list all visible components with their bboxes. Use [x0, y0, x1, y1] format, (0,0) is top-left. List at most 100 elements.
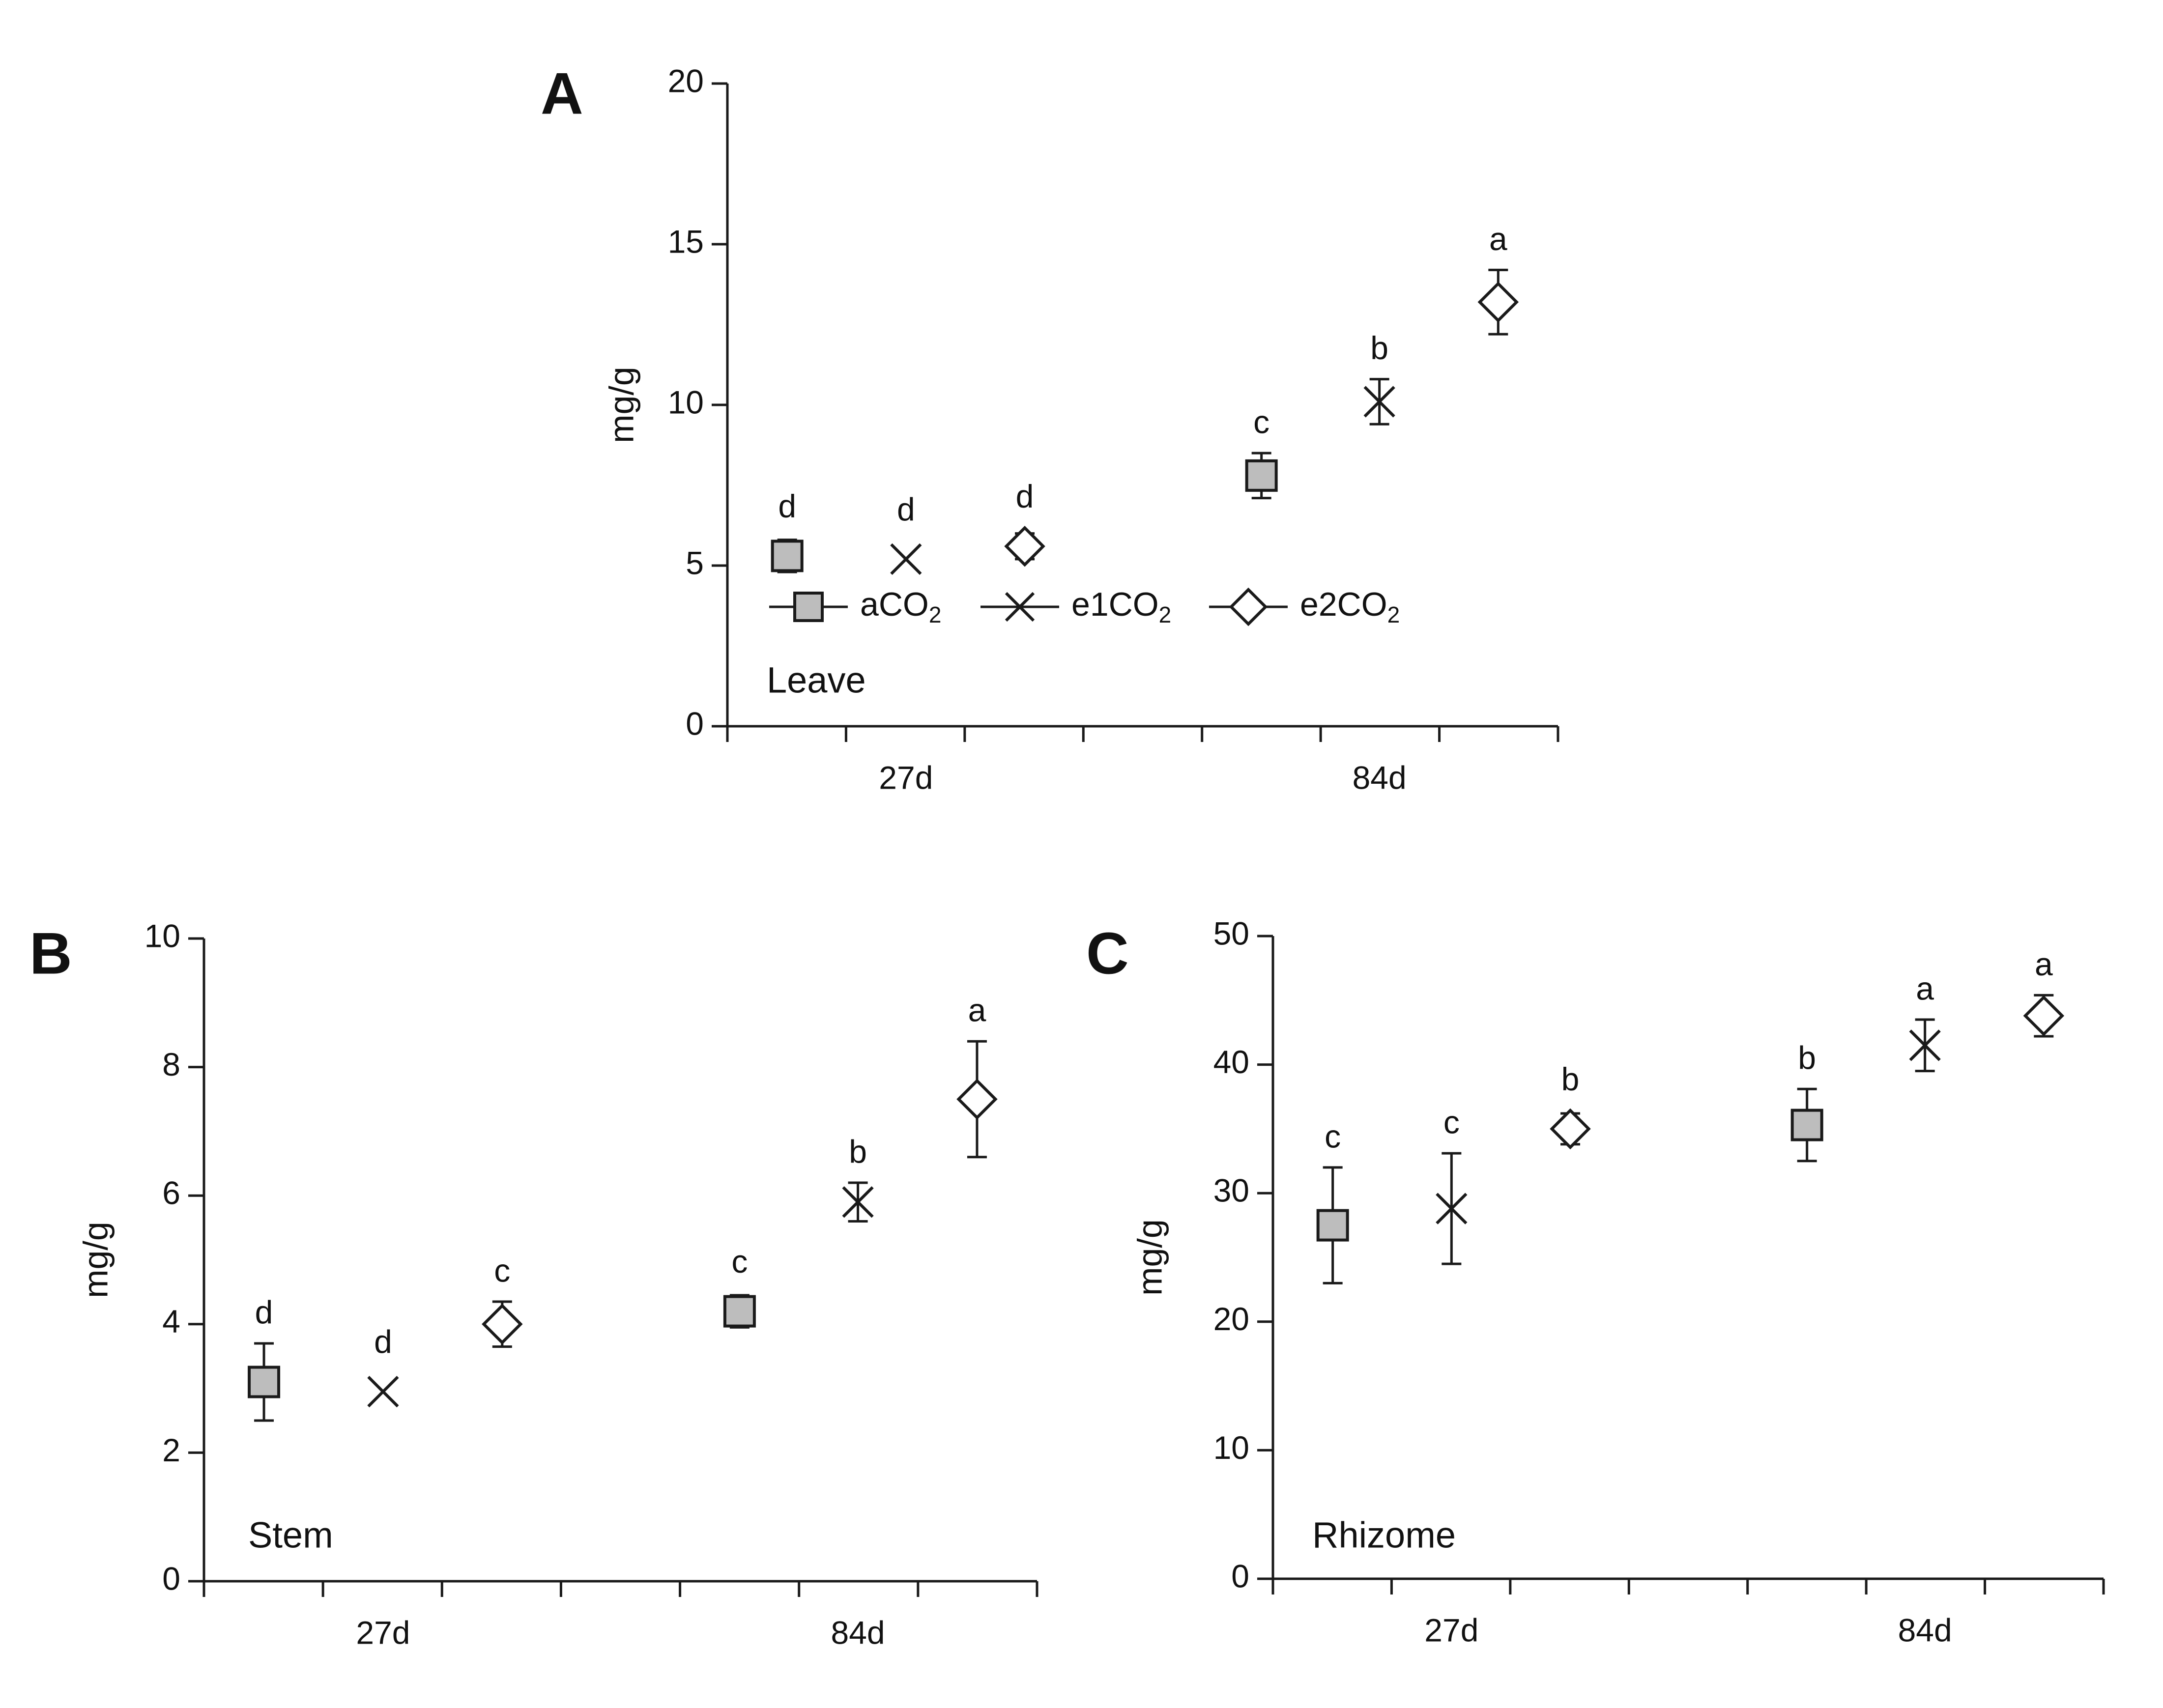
y-tick-label: 20 — [1213, 1301, 1249, 1337]
marker-x — [1436, 1193, 1468, 1224]
panel-letter: B — [29, 921, 72, 987]
marker-square — [723, 1295, 756, 1328]
significance-letter: b — [1561, 1061, 1580, 1097]
panel-b: B 0 2 4 6 8 10 27d 84d mg/g Stem d c d b c a — [29, 917, 1038, 1651]
panel-name-label: Rhizome — [1312, 1515, 1456, 1556]
data-point-x: c — [1436, 1104, 1468, 1265]
marker-x — [890, 543, 922, 575]
panel-letter: C — [1086, 921, 1129, 987]
data-point-square: c — [723, 1243, 756, 1329]
significance-letter: b — [849, 1133, 867, 1169]
marker-x — [1909, 1029, 1941, 1061]
y-tick-label: 4 — [162, 1303, 180, 1339]
marker-diamond — [1477, 281, 1519, 323]
marker-x — [842, 1186, 874, 1218]
y-tick-label: 8 — [162, 1046, 180, 1082]
marker-diamond — [482, 1304, 523, 1345]
y-tick-label: 0 — [686, 705, 704, 741]
data-point-square: c — [1245, 404, 1278, 500]
y-tick-label: 30 — [1213, 1172, 1249, 1209]
significance-letter: c — [1443, 1104, 1460, 1140]
significance-letter: c — [1253, 404, 1269, 440]
legend-label-subscript: 2 — [1159, 602, 1172, 627]
y-tick-label: 50 — [1213, 915, 1249, 951]
significance-letter: d — [255, 1294, 273, 1330]
significance-letter: d — [897, 491, 915, 527]
marker-diamond — [2023, 995, 2065, 1036]
data-point-diamond: c — [482, 1252, 523, 1348]
y-tick-label: 6 — [162, 1175, 180, 1211]
y-tick-label: 5 — [686, 544, 704, 581]
x-category-label: 27d — [356, 1614, 410, 1651]
y-tick-label: 10 — [1213, 1429, 1249, 1466]
legend-label: e1CO2 — [1071, 586, 1171, 627]
marker-x — [1363, 386, 1395, 418]
data-point-diamond: b — [1550, 1061, 1591, 1150]
data-point-x: a — [1909, 970, 1941, 1073]
legend-marker-square — [793, 592, 824, 622]
significance-letter: d — [1016, 478, 1034, 514]
significance-letter: c — [1325, 1118, 1341, 1154]
legend-entry-x: e1CO2 — [981, 586, 1171, 627]
y-axis-label: mg/g — [602, 367, 640, 443]
marker-x — [367, 1376, 399, 1408]
legend-label: e2CO2 — [1300, 586, 1400, 627]
marker-square — [1790, 1109, 1823, 1141]
y-tick-label: 0 — [162, 1560, 180, 1596]
legend-label-subscript: 2 — [929, 602, 942, 627]
x-category-label: 84d — [831, 1614, 885, 1651]
panel-letter: A — [541, 61, 583, 127]
data-point-x: d — [890, 491, 922, 575]
significance-letter: d — [374, 1324, 392, 1360]
significance-letter: a — [1916, 970, 1934, 1006]
marker-square — [248, 1366, 281, 1398]
legend-marker-diamond — [1229, 587, 1268, 626]
panel-c: C 0 10 20 30 40 50 27d 84d mg/g Rhizome c b c a b a — [1086, 915, 2105, 1648]
data-point-x: b — [842, 1133, 874, 1223]
legend-entry-square: aCO2 — [769, 586, 941, 627]
y-tick-label: 20 — [668, 62, 704, 99]
y-tick-label: 40 — [1213, 1044, 1249, 1080]
panel-name-label: Stem — [248, 1515, 333, 1556]
significance-letter: d — [778, 488, 796, 524]
data-point-diamond: a — [2023, 946, 2065, 1038]
significance-letter: a — [2035, 946, 2053, 982]
marker-diamond — [1004, 526, 1045, 567]
marker-diamond — [956, 1079, 998, 1120]
significance-letter: a — [968, 992, 986, 1028]
data-point-diamond: a — [956, 992, 998, 1159]
significance-letter: a — [1489, 221, 1507, 257]
significance-letter: b — [1798, 1040, 1816, 1076]
marker-square — [1245, 459, 1278, 492]
marker-square — [771, 540, 804, 572]
significance-letter: c — [494, 1252, 510, 1288]
data-point-diamond: d — [1004, 478, 1045, 567]
marker-square — [1316, 1209, 1349, 1242]
y-axis-label: mg/g — [1130, 1219, 1169, 1296]
y-axis-label: mg/g — [76, 1222, 115, 1298]
significance-letter: c — [731, 1243, 748, 1280]
marker-diamond — [1550, 1108, 1591, 1150]
x-category-label: 27d — [879, 759, 933, 796]
x-category-label: 84d — [1353, 759, 1407, 796]
y-tick-label: 15 — [668, 223, 704, 259]
panel-a: A 0 5 10 15 20 27d 84d mg/g Leave d c d b d a aCO2 e1CO2 e… — [541, 61, 1559, 796]
data-point-square: d — [248, 1294, 281, 1422]
x-category-label: 84d — [1898, 1612, 1952, 1648]
legend-entry-diamond: e2CO2 — [1209, 586, 1400, 627]
x-category-label: 27d — [1424, 1612, 1478, 1648]
y-tick-label: 0 — [1231, 1558, 1249, 1594]
y-tick-label: 2 — [162, 1432, 180, 1468]
data-point-square: d — [771, 488, 804, 573]
data-point-square: b — [1790, 1040, 1823, 1163]
legend: aCO2 e1CO2 e2CO2 — [769, 586, 1400, 627]
panel-name-label: Leave — [767, 660, 866, 701]
data-point-diamond: a — [1477, 221, 1519, 336]
significance-letter: b — [1370, 330, 1388, 366]
data-point-square: c — [1316, 1118, 1349, 1284]
legend-marker-x — [1005, 592, 1035, 622]
data-point-x: b — [1363, 330, 1395, 426]
y-tick-label: 10 — [144, 917, 180, 954]
legend-label: aCO2 — [860, 586, 941, 627]
